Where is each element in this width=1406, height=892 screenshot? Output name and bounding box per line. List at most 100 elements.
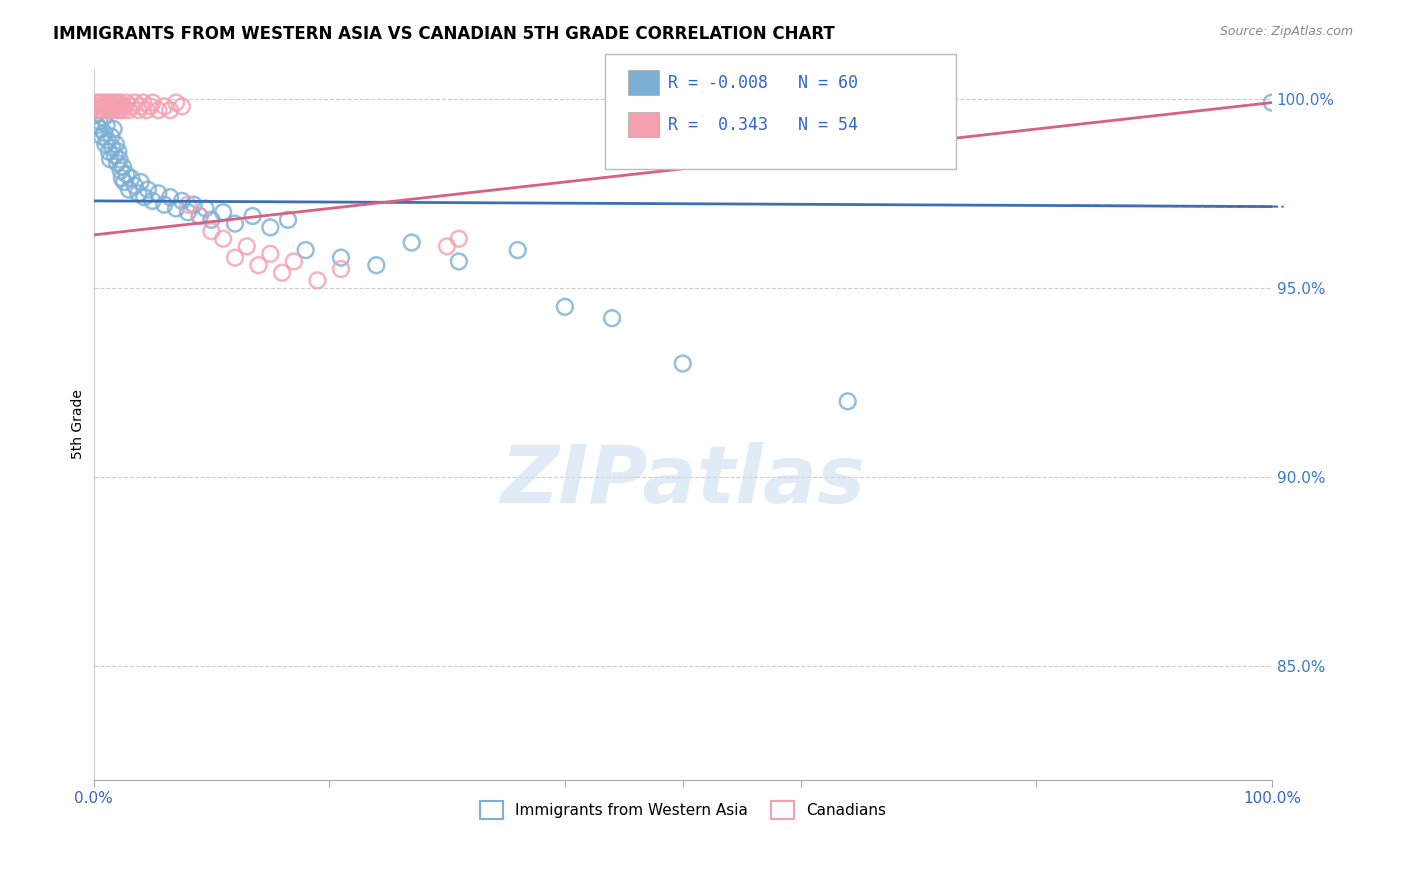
Point bbox=[188, 209, 211, 223]
Point bbox=[103, 95, 125, 110]
Point bbox=[188, 209, 211, 223]
Point bbox=[87, 103, 110, 117]
Y-axis label: 5th Grade: 5th Grade bbox=[72, 389, 86, 459]
Point bbox=[447, 232, 470, 246]
Point bbox=[104, 137, 127, 152]
Point bbox=[86, 118, 108, 132]
Text: R = -0.008   N = 60: R = -0.008 N = 60 bbox=[668, 74, 858, 92]
Point bbox=[600, 311, 623, 326]
Point bbox=[84, 107, 107, 121]
Point bbox=[112, 103, 135, 117]
Text: R =  0.343   N = 54: R = 0.343 N = 54 bbox=[668, 116, 858, 134]
Point bbox=[105, 156, 128, 170]
Point bbox=[93, 126, 115, 140]
Point bbox=[107, 145, 129, 159]
Point bbox=[96, 118, 118, 132]
Point bbox=[112, 175, 135, 189]
Point bbox=[90, 95, 112, 110]
Point bbox=[129, 99, 152, 113]
Point bbox=[242, 209, 264, 223]
Point bbox=[129, 175, 152, 189]
Point bbox=[212, 205, 235, 219]
Point bbox=[1261, 95, 1284, 110]
Point bbox=[110, 95, 132, 110]
Point bbox=[135, 103, 157, 117]
Point bbox=[111, 171, 134, 186]
Point bbox=[108, 153, 131, 167]
Point bbox=[103, 122, 125, 136]
Point bbox=[107, 99, 129, 113]
Point bbox=[307, 273, 329, 287]
Legend: Immigrants from Western Asia, Canadians: Immigrants from Western Asia, Canadians bbox=[474, 795, 891, 825]
Point bbox=[159, 190, 181, 204]
Point bbox=[104, 103, 127, 117]
Point bbox=[672, 357, 695, 371]
Point bbox=[91, 103, 114, 117]
Point bbox=[100, 129, 122, 144]
Point bbox=[212, 232, 235, 246]
Point bbox=[259, 247, 281, 261]
Point bbox=[271, 266, 294, 280]
Text: Source: ZipAtlas.com: Source: ZipAtlas.com bbox=[1219, 25, 1353, 38]
Point bbox=[93, 95, 115, 110]
Point bbox=[84, 99, 107, 113]
Point bbox=[90, 122, 112, 136]
Point bbox=[91, 111, 114, 125]
Point bbox=[134, 190, 156, 204]
Point bbox=[127, 186, 149, 201]
Point bbox=[94, 99, 117, 113]
Point bbox=[132, 95, 155, 110]
Point bbox=[136, 183, 159, 197]
Point bbox=[148, 186, 170, 201]
Point bbox=[177, 197, 200, 211]
Point bbox=[837, 394, 859, 409]
Point bbox=[366, 258, 388, 272]
Point bbox=[200, 212, 222, 227]
Point bbox=[87, 103, 110, 117]
Point bbox=[127, 103, 149, 117]
Point bbox=[247, 258, 270, 272]
Point bbox=[89, 99, 111, 113]
Point bbox=[98, 95, 121, 110]
Point bbox=[94, 137, 117, 152]
Point bbox=[100, 99, 122, 113]
Point bbox=[141, 95, 163, 110]
Point bbox=[159, 103, 181, 117]
Point bbox=[153, 99, 176, 113]
Point bbox=[118, 183, 141, 197]
Point bbox=[259, 220, 281, 235]
Point bbox=[112, 99, 135, 113]
Point bbox=[200, 224, 222, 238]
Point bbox=[141, 194, 163, 208]
Point bbox=[111, 99, 134, 113]
Point bbox=[436, 239, 458, 253]
Point bbox=[124, 95, 146, 110]
Point bbox=[96, 95, 118, 110]
Point bbox=[124, 178, 146, 193]
Point bbox=[90, 129, 112, 144]
Point bbox=[104, 148, 127, 162]
Point bbox=[120, 99, 142, 113]
Point bbox=[104, 99, 127, 113]
Point bbox=[139, 99, 162, 113]
Point bbox=[112, 160, 135, 174]
Point bbox=[98, 153, 121, 167]
Point bbox=[506, 243, 529, 257]
Point bbox=[330, 262, 353, 277]
Point bbox=[554, 300, 576, 314]
Point bbox=[97, 145, 120, 159]
Point bbox=[101, 103, 124, 117]
Point bbox=[170, 99, 193, 113]
Point bbox=[447, 254, 470, 268]
Point bbox=[170, 194, 193, 208]
Point bbox=[277, 212, 299, 227]
Text: ZIPatlas: ZIPatlas bbox=[501, 442, 865, 520]
Point bbox=[194, 202, 217, 216]
Point bbox=[90, 99, 112, 113]
Point bbox=[401, 235, 423, 250]
Point bbox=[89, 114, 111, 128]
Point bbox=[283, 254, 305, 268]
Point bbox=[165, 95, 187, 110]
Point bbox=[165, 202, 187, 216]
Point bbox=[105, 95, 128, 110]
